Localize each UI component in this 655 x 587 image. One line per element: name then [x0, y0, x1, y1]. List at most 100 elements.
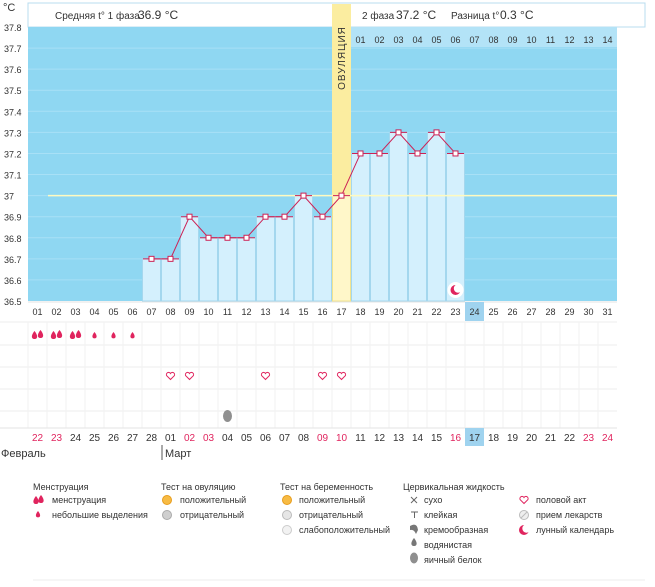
heart-icon: [317, 371, 328, 381]
temp-point: [452, 150, 459, 157]
legend-heart-icon: [519, 495, 529, 505]
calendar-date-label: 24: [70, 433, 82, 444]
drop-shape: [35, 511, 41, 518]
calendar-date-label: 27: [127, 433, 139, 444]
moon-cut: [522, 524, 531, 533]
drop-shape: [111, 332, 116, 339]
temp-bar: [370, 152, 389, 302]
calendar-date-label: 26: [108, 433, 120, 444]
temp-bar: [332, 195, 351, 302]
phase1-value: 36.9 °C: [138, 8, 178, 22]
phase2-day-label: 07: [469, 35, 479, 45]
phase2-label: 2 фаза: [362, 10, 395, 22]
y-tick-label: 36.7: [4, 255, 22, 265]
temp-point: [262, 213, 269, 220]
calendar-date-label: 22: [564, 433, 576, 444]
heart-icon: [260, 371, 271, 381]
calendar-date-label: 13: [393, 433, 405, 444]
cycle-day-label: 09: [184, 307, 194, 317]
calendar-date-label: 16: [450, 433, 462, 444]
temp-bar: [237, 237, 256, 302]
legend-ov-positive-icon: [162, 495, 172, 505]
cycle-day-label: 04: [89, 307, 99, 317]
phase2-strip: [351, 27, 617, 47]
menstruation-icon: [31, 330, 44, 339]
temp-bar: [408, 152, 427, 302]
calendar-date-label: 11: [355, 433, 366, 444]
drop-shape: [37, 330, 44, 338]
y-tick-label: 37.6: [4, 65, 22, 75]
phase2-value: 37.2 °C: [396, 8, 436, 22]
egg-white-icon: [223, 410, 232, 422]
temp-point: [224, 234, 231, 241]
calendar-date-label: 04: [222, 433, 234, 444]
menstruation-icon: [50, 330, 63, 339]
legend-ov-positive-label: положительный: [180, 495, 246, 505]
calendar-date-label: 23: [583, 433, 595, 444]
y-tick-label: 37.3: [4, 128, 22, 138]
month-mar-label: Март: [165, 448, 191, 460]
calendar-date-label: 23: [51, 433, 63, 444]
legend-moon-icon: [519, 524, 531, 535]
cycle-day-label: 21: [412, 307, 422, 317]
legend-cervical-label: кремообразная: [424, 525, 488, 535]
cycle-day-label: 16: [317, 307, 327, 317]
cycle-day-label: 22: [431, 307, 441, 317]
temp-point: [357, 150, 364, 157]
drop-shape: [75, 330, 82, 338]
calendar-date-label: 17: [469, 433, 481, 444]
spotting-icon: [130, 332, 135, 339]
drop-shape: [69, 331, 76, 339]
temp-bar: [351, 152, 370, 302]
legend-sex-label: половой акт: [536, 495, 586, 505]
phase2-day-label: 02: [374, 35, 384, 45]
phase2-day-label: 08: [488, 35, 498, 45]
pill-line: [520, 511, 528, 519]
calendar-date-label: 18: [488, 433, 500, 444]
legend-cervical-title: Цервикальная жидкость: [403, 482, 505, 492]
calendar-date-label: 20: [526, 433, 538, 444]
cycle-day-label: 06: [127, 307, 137, 317]
drop-shape: [31, 331, 38, 339]
temp-bar: [294, 195, 313, 302]
y-tick-label: 36.6: [4, 276, 22, 286]
phase1-label: Средняя t° 1 фаза: [55, 10, 140, 22]
ovulation-label: ОВУЛЯЦИЯ: [337, 26, 348, 90]
legend-medication-label: прием лекарств: [536, 510, 603, 520]
month-feb-label: Февраль: [1, 448, 46, 460]
cycle-day-label: 07: [146, 307, 156, 317]
calendar-date-label: 12: [374, 433, 386, 444]
drop-shape: [38, 495, 44, 503]
temp-bar: [446, 152, 465, 302]
today-cycle-highlight: [465, 302, 484, 321]
temp-point: [186, 213, 193, 220]
phase2-day-label: 14: [602, 35, 612, 45]
ovulation-column-top: [332, 4, 351, 27]
phase2-day-label: 04: [412, 35, 422, 45]
moon-cut: [453, 284, 463, 293]
y-tick-label: 37.4: [4, 107, 22, 117]
y-tick-label: 37.2: [4, 149, 22, 159]
legend-preg-weak-icon: [282, 525, 292, 535]
cycle-day-label: 25: [488, 307, 498, 317]
legend-menstruation-title: Менструация: [33, 482, 89, 492]
temp-bar: [427, 131, 446, 302]
legend-preg-weak-label: слабоположительный: [299, 525, 390, 535]
phase2-day-label: 11: [546, 35, 555, 45]
drop-shape: [50, 331, 57, 339]
cycle-day-label: 15: [298, 307, 308, 317]
calendar-date-label: 03: [203, 433, 215, 444]
legend-cervical-label: водянистая: [424, 540, 472, 550]
cycle-day-label: 05: [108, 307, 118, 317]
y-tick-label: 36.9: [4, 213, 22, 223]
temp-point: [205, 234, 212, 241]
legend-pregnancy-title: Тест на беременность: [280, 482, 373, 492]
dry-stroke: [410, 496, 418, 504]
phase2-day-label: 05: [431, 35, 441, 45]
phase2-day-label: 13: [583, 35, 593, 45]
heart-icon: [184, 371, 195, 381]
temp-bar: [161, 258, 180, 302]
temp-point: [433, 129, 440, 136]
legend-medication-icon: [519, 510, 529, 520]
legend-dry-icon: [410, 496, 418, 504]
